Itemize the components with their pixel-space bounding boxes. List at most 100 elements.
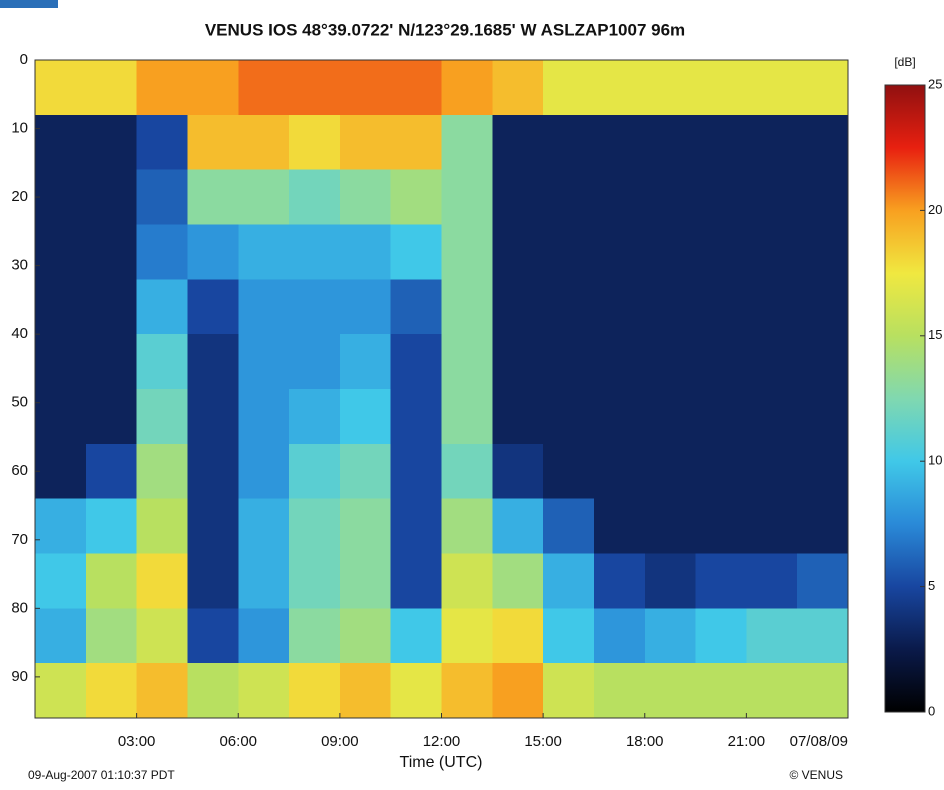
colorbar-tick-label: 0	[928, 703, 935, 718]
heatmap-cell	[390, 553, 442, 609]
heatmap-cell	[644, 279, 697, 335]
heatmap-cell	[35, 389, 87, 445]
heatmap-cell	[136, 114, 188, 171]
heatmap-cell	[644, 114, 697, 171]
heatmap-cell	[238, 279, 290, 335]
heatmap-cell	[543, 443, 595, 500]
heatmap-cell	[339, 334, 392, 390]
heatmap-cell	[593, 114, 646, 171]
heatmap-cell	[289, 389, 341, 445]
heatmap-cell	[441, 169, 493, 225]
x-tick-label: 12:00	[423, 733, 461, 750]
heatmap-cell	[35, 443, 87, 500]
heatmap-cell	[797, 389, 849, 445]
heatmap-cell	[136, 334, 188, 390]
colorbar-tick-label: 20	[928, 202, 942, 217]
y-tick-label: 50	[11, 394, 28, 411]
heatmap-cell	[136, 608, 188, 664]
heatmap-cell	[492, 443, 544, 500]
y-tick-label: 70	[11, 531, 28, 548]
heatmap-cell	[593, 169, 646, 225]
heatmap-cell	[746, 224, 798, 280]
heatmap-cell	[441, 60, 493, 116]
heatmap-cell	[543, 334, 595, 390]
heatmap-cell	[492, 60, 544, 116]
heatmap-cell	[136, 224, 188, 280]
heatmap-cell	[593, 389, 646, 445]
heatmap-cell	[390, 498, 442, 554]
heatmap-cell	[441, 498, 493, 554]
heatmap-cell	[238, 114, 290, 171]
heatmap-cell	[644, 553, 697, 609]
heatmap-cell	[289, 279, 341, 335]
heatmap-cell	[644, 224, 697, 280]
colorbar-tick-label: 10	[928, 453, 942, 468]
heatmap-cell	[797, 608, 849, 664]
heatmap-cell	[187, 169, 239, 225]
heatmap-cell	[390, 334, 442, 390]
heatmap-cell	[543, 498, 595, 554]
heatmap-cell	[593, 279, 646, 335]
heatmap-cell	[695, 553, 747, 609]
heatmap-cell	[746, 279, 798, 335]
heatmap-cell	[289, 663, 341, 719]
y-tick-label: 30	[11, 257, 28, 274]
heatmap-cell	[746, 608, 798, 664]
heatmap-cell	[797, 443, 849, 500]
heatmap-cell	[35, 663, 87, 719]
heatmap-cell	[85, 114, 138, 171]
heatmap-cell	[746, 114, 798, 171]
heatmap-cell	[593, 663, 646, 719]
heatmap-cell	[492, 389, 544, 445]
x-tick-label: 09:00	[321, 733, 359, 750]
heatmap-cell	[797, 60, 849, 116]
heatmap-cell	[543, 224, 595, 280]
heatmap-cell	[136, 389, 188, 445]
heatmap-cell	[492, 553, 544, 609]
heatmap-cell	[644, 663, 697, 719]
heatmap-cell	[441, 553, 493, 609]
heatmap-cell	[339, 279, 392, 335]
heatmap-cell	[136, 663, 188, 719]
heatmap-cell	[441, 663, 493, 719]
heatmap-cell	[85, 60, 138, 116]
heatmap-cell	[136, 169, 188, 225]
colorbar-label: [dB]	[894, 55, 915, 69]
y-tick-label: 60	[11, 462, 28, 479]
heatmap-cell	[238, 663, 290, 719]
heatmap-cell	[797, 114, 849, 171]
heatmap-cell	[187, 498, 239, 554]
heatmap-cell	[746, 389, 798, 445]
heatmap-cell	[695, 389, 747, 445]
heatmap-cell	[644, 169, 697, 225]
heatmap-cell	[492, 608, 544, 664]
heatmap-cell	[85, 663, 138, 719]
heatmap-cell	[339, 114, 392, 171]
heatmap-cell	[492, 169, 544, 225]
colorbar-tick-label: 15	[928, 327, 942, 342]
heatmap-cell	[492, 334, 544, 390]
heatmap-cell	[85, 279, 138, 335]
heatmap-cell	[797, 334, 849, 390]
heatmap-cell	[187, 224, 239, 280]
heatmap-cell	[85, 389, 138, 445]
heatmap-cell	[339, 498, 392, 554]
heatmap-cell	[35, 608, 87, 664]
heatmap-cell	[85, 224, 138, 280]
heatmap-cell	[797, 553, 849, 609]
x-tick-label: 15:00	[524, 733, 562, 750]
heatmap-cell	[593, 498, 646, 554]
heatmap-cell	[543, 279, 595, 335]
heatmap-cell	[289, 443, 341, 500]
heatmap-cell	[593, 60, 646, 116]
heatmap-cell	[746, 663, 798, 719]
heatmap-cell	[35, 553, 87, 609]
heatmap-cell	[339, 553, 392, 609]
heatmap-cell	[85, 169, 138, 225]
heatmap-cell	[85, 553, 138, 609]
corner-tab	[0, 0, 58, 8]
heatmap-cell	[289, 224, 341, 280]
colorbar	[884, 84, 926, 713]
heatmap-cell	[543, 608, 595, 664]
heatmap-cell	[339, 663, 392, 719]
